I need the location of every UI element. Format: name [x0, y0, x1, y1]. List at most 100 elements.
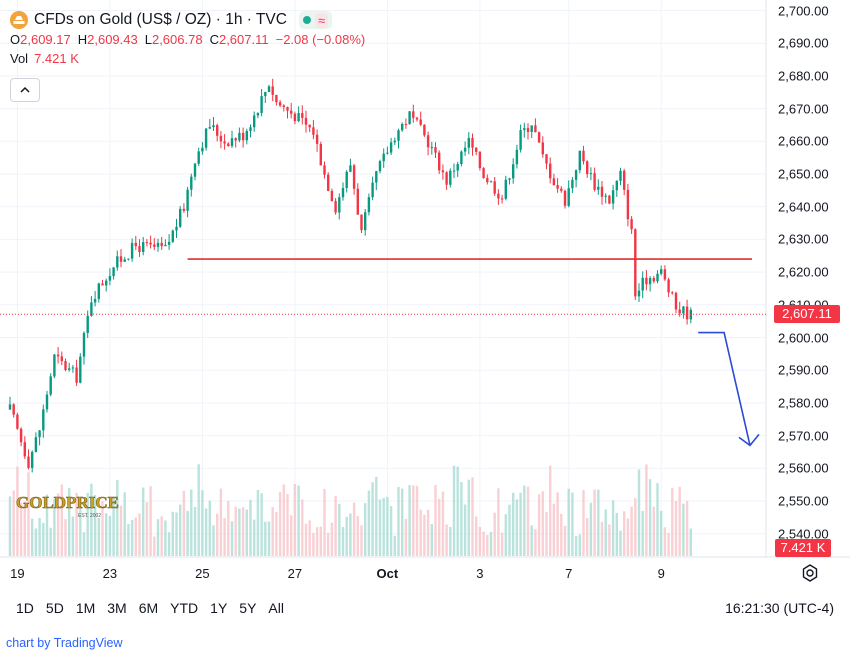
- candle-body: [486, 178, 489, 183]
- range-1d[interactable]: 1D: [16, 600, 34, 616]
- volume-bar: [53, 498, 56, 556]
- volume-bar: [552, 503, 556, 556]
- candle-body: [423, 124, 426, 136]
- candle-body: [64, 361, 67, 370]
- price-tick-label: 2,640.00: [778, 199, 829, 215]
- range-5y[interactable]: 5Y: [239, 600, 257, 616]
- volume-bar: [364, 503, 367, 556]
- volume-bar: [19, 502, 23, 556]
- candle-body: [278, 102, 282, 106]
- attribution[interactable]: chart by TradingView: [6, 636, 123, 650]
- volume-bar: [119, 505, 123, 556]
- price-tick-label: 2,540.00: [778, 526, 829, 542]
- candle-body: [260, 96, 263, 114]
- candle-body: [460, 151, 463, 164]
- volume-bar: [463, 504, 467, 556]
- volume-bar: [382, 497, 385, 556]
- candle-body: [275, 94, 278, 103]
- volume-bar: [378, 499, 382, 556]
- range-1m[interactable]: 1M: [75, 600, 96, 616]
- candle-body: [315, 134, 319, 144]
- volume-bar: [367, 490, 371, 556]
- candle-body: [671, 292, 674, 294]
- candle-body: [31, 451, 34, 468]
- range-6m[interactable]: 6M: [138, 600, 159, 616]
- candle-body: [253, 115, 256, 128]
- volume-bar: [219, 488, 223, 556]
- volume-bar: [545, 511, 548, 556]
- candle-body: [334, 201, 337, 213]
- candle-body: [175, 226, 178, 231]
- volume-bar: [138, 513, 141, 556]
- collapse-legend-button[interactable]: [10, 78, 40, 102]
- volume-bar: [264, 521, 267, 556]
- volume-bar: [341, 526, 345, 556]
- volume-bar: [412, 485, 415, 556]
- market-status[interactable]: ≈: [298, 11, 333, 29]
- price-tick-label: 2,670.00: [778, 101, 829, 117]
- volume-bar: [116, 480, 119, 556]
- range-5d[interactable]: 5D: [45, 600, 64, 616]
- candle-body: [138, 246, 141, 252]
- candle-body: [241, 132, 245, 141]
- candle-body: [467, 137, 470, 148]
- volume-bar: [86, 492, 89, 556]
- candle-body: [523, 128, 526, 131]
- candle-body: [608, 195, 611, 204]
- candle-body: [153, 244, 156, 247]
- candle-body: [571, 179, 574, 189]
- volume-bar: [82, 532, 86, 556]
- candle-body: [475, 147, 478, 152]
- volume-bar: [523, 485, 526, 556]
- candle-body: [445, 172, 448, 185]
- volume-bar: [578, 534, 581, 556]
- volume-bar: [167, 532, 171, 556]
- price-tick-label: 2,700.00: [778, 3, 829, 18]
- range-all[interactable]: All: [268, 600, 284, 616]
- down-arrow: [698, 331, 751, 446]
- candle-body: [426, 135, 430, 148]
- arrow-head: [738, 433, 760, 447]
- volume-bar: [260, 493, 263, 556]
- volume-bar: [404, 518, 408, 556]
- candle-body: [179, 208, 182, 227]
- candle-body: [345, 171, 348, 188]
- volume-bar: [467, 479, 470, 556]
- instrument-title[interactable]: CFDs on Gold (US$ / OZ) · 1h · TVC: [34, 11, 287, 28]
- price-tick-label: 2,620.00: [778, 264, 829, 280]
- candle-body: [164, 244, 167, 247]
- price-change: −2.08 (−0.08%): [275, 32, 366, 47]
- range-3m[interactable]: 3M: [107, 600, 127, 616]
- volume-bar: [508, 504, 511, 556]
- candle-body: [593, 173, 596, 190]
- timezone-clock[interactable]: 16:21:30 (UTC-4): [725, 600, 834, 616]
- candle-body: [656, 273, 659, 282]
- time-tick-label: 23: [102, 566, 118, 581]
- candle-body: [537, 132, 541, 143]
- candle-body: [415, 117, 419, 120]
- candle-body: [23, 442, 26, 457]
- volume-bar: [182, 490, 186, 556]
- candle-body: [290, 110, 293, 114]
- volume-bar: [31, 518, 34, 556]
- range-ytd[interactable]: YTD: [170, 600, 199, 616]
- volume-bar: [512, 492, 515, 556]
- volume-bar: [275, 512, 278, 556]
- candle-body: [212, 125, 215, 128]
- volume-bar: [282, 484, 285, 556]
- volume-bar: [23, 501, 26, 556]
- volume-bar: [38, 518, 41, 556]
- volume-bar: [685, 501, 689, 556]
- time-tick-label: 27: [287, 566, 303, 581]
- volume-bar: [127, 524, 130, 556]
- volume-bar: [68, 488, 71, 556]
- volume-bar: [319, 526, 322, 556]
- volume-bar: [212, 525, 215, 556]
- volume-bar: [371, 482, 374, 556]
- candle-body: [204, 128, 208, 148]
- gear-icon[interactable]: [800, 563, 820, 583]
- candle-body: [360, 214, 363, 231]
- volume-bar: [626, 518, 630, 556]
- range-1y[interactable]: 1Y: [210, 600, 228, 616]
